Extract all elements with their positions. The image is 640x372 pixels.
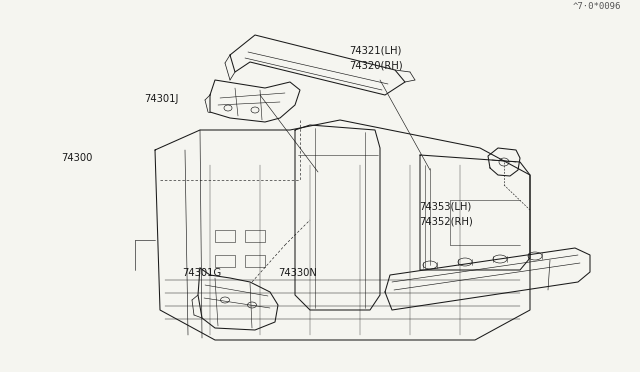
Text: 74300: 74300 — [61, 153, 92, 163]
Text: 74301G: 74301G — [182, 269, 221, 278]
Text: 74320(RH): 74320(RH) — [349, 60, 403, 70]
Text: 74330N: 74330N — [278, 269, 317, 278]
Text: 74353(LH): 74353(LH) — [419, 202, 472, 211]
Text: ^7·0*0096: ^7·0*0096 — [572, 2, 621, 11]
Text: 74352(RH): 74352(RH) — [419, 217, 473, 226]
Text: 74321(LH): 74321(LH) — [349, 45, 401, 55]
Text: 74301J: 74301J — [144, 94, 179, 103]
